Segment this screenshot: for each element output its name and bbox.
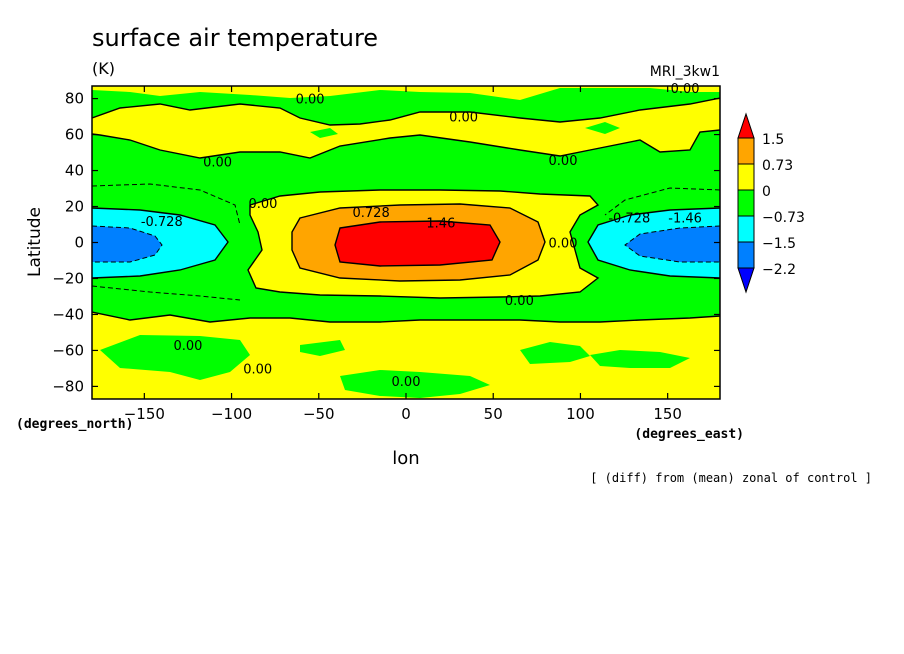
colorbar-label: −2.2 <box>762 262 796 278</box>
colorbar-swatch <box>737 215 755 243</box>
colorbar-label: 1.5 <box>762 132 784 148</box>
x-tick-label: −100 <box>211 405 252 423</box>
contour-line-equator-outer <box>247 189 600 299</box>
contour-dashed-east-2 <box>604 187 720 216</box>
green-island-south-4 <box>520 342 590 364</box>
x-tick-label: 150 <box>653 405 682 423</box>
yellow-region-north-top <box>92 86 720 100</box>
y-tick-label: 20 <box>65 198 84 216</box>
contour-label: 0.00 <box>549 154 578 169</box>
contour-label: -0.728 <box>608 211 650 226</box>
green-island-south-5 <box>590 350 690 368</box>
contour-label: 0.00 <box>248 197 277 212</box>
colorbar-swatch <box>737 267 755 294</box>
x-tick-label: 100 <box>566 405 595 423</box>
y-tick-label: 0 <box>74 234 84 252</box>
colorbar-swatch <box>737 137 755 165</box>
y-tick-label: −40 <box>52 305 84 323</box>
colorbar-label: −1.5 <box>762 236 796 252</box>
blue-region-east <box>625 226 720 262</box>
contour-line-north-lower <box>92 129 720 159</box>
y-unit-label: (degrees_north) <box>16 417 133 432</box>
contour-dashed-south-west <box>92 285 241 301</box>
contour-line-south <box>92 311 720 323</box>
contour-label: 0.00 <box>296 93 325 108</box>
contour-dashed-east-1 <box>624 225 720 263</box>
y-tick-label: −20 <box>52 269 84 287</box>
colorbar: 1.5 0.73 0 −0.73 −1.5 −2.2 <box>737 112 805 294</box>
contour-label: -0.728 <box>141 215 183 230</box>
green-island-south-3 <box>340 370 490 398</box>
green-island-south-1 <box>100 335 250 380</box>
y-tick-label: −80 <box>52 377 84 395</box>
colorbar-label: −0.73 <box>762 210 805 226</box>
contour-line-east-cyan <box>587 207 720 279</box>
colorbar-swatch <box>737 241 755 269</box>
x-tick-label: −50 <box>303 405 335 423</box>
contour-label: 0.00 <box>243 362 272 377</box>
contour-line-west-cyan <box>92 207 229 279</box>
y-tick-label: 40 <box>65 162 84 180</box>
contour-label: 0.00 <box>203 156 232 171</box>
chart-title: surface air temperature <box>92 24 378 52</box>
x-unit-label: (degrees_east) <box>634 427 744 442</box>
contour-field <box>92 86 720 399</box>
negative-contour-lines <box>92 183 720 301</box>
colorbar-swatch <box>737 189 755 217</box>
green-island-south-2 <box>300 340 345 356</box>
contour-label: 0.00 <box>671 82 700 97</box>
green-island-north-2 <box>310 128 338 138</box>
colorbar-label: 0.73 <box>762 158 793 174</box>
contour-label: 0.00 <box>173 339 202 354</box>
contour-label: -1.46 <box>668 211 702 226</box>
model-label: MRI_3kw1 <box>650 64 720 80</box>
contour-label: 0.00 <box>549 237 578 252</box>
contour-label: 0.728 <box>353 206 390 221</box>
x-tick-label: 50 <box>484 405 503 423</box>
x-axis-ticks: −150 −100 −50 0 50 100 150 <box>124 86 682 423</box>
y-tick-label: 80 <box>65 90 84 108</box>
colorbar-swatch <box>737 163 755 191</box>
contour-line-north-arc <box>92 97 720 126</box>
blue-region-west <box>92 226 162 262</box>
contour-labels: 0.00 0.00 0.00 0.00 0.00 0.00 -0.728 0.728 1.46 0… <box>141 82 702 390</box>
units-label: (K) <box>92 59 115 78</box>
contour-label: 1.46 <box>426 217 455 232</box>
x-tick-label: −150 <box>124 405 165 423</box>
x-axis-label: lon <box>392 448 419 469</box>
yellow-region-south <box>92 312 720 399</box>
green-island-north-1 <box>585 122 620 134</box>
colorbar-label: 0 <box>762 184 771 200</box>
red-region-equator <box>335 221 500 266</box>
contour-dashed-west-2 <box>92 225 163 263</box>
contour-lines <box>92 97 720 323</box>
contour-label: 0.00 <box>449 111 478 126</box>
y-tick-label: 60 <box>65 126 84 144</box>
contour-line-orange <box>291 203 546 282</box>
y-axis-label: Latitude <box>25 207 45 277</box>
footnote: [ (diff) from (mean) zonal of control ] <box>590 471 872 485</box>
y-tick-label: −60 <box>52 341 84 359</box>
contour-label: 0.00 <box>392 375 421 390</box>
contour-dashed-west-1 <box>92 183 241 226</box>
y-axis-ticks: 80 60 40 20 0 −20 −40 −60 −80 <box>52 90 720 395</box>
x-tick-label: 0 <box>401 405 411 423</box>
contour-label: 0.00 <box>505 294 534 309</box>
yellow-region-north-arc <box>92 98 720 158</box>
colorbar-swatch <box>737 112 755 139</box>
contour-line-red <box>334 220 501 267</box>
